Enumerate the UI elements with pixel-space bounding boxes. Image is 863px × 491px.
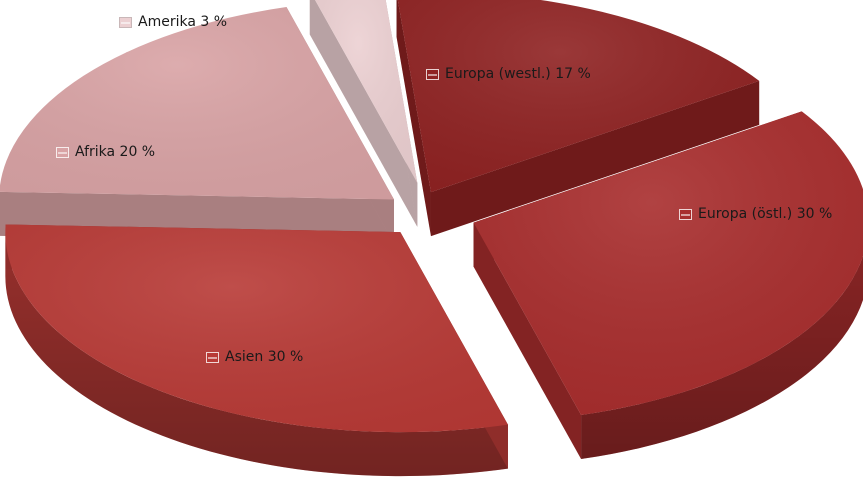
slice-label-europa-ostl: Europa (östl.) 30 % (679, 206, 832, 222)
legend-swatch-afrika (56, 146, 69, 158)
slice-label-europa-westl: Europa (westl.) 17 % (426, 66, 591, 82)
slice-top-gloss (315, 0, 418, 183)
slice-label-amerika: Amerika 3 % (119, 14, 227, 30)
slice-label-text: Amerika 3 % (138, 14, 228, 30)
legend-swatch-europa-westl (426, 68, 439, 80)
slice-side-shade (5, 232, 508, 477)
slice-cut-shade (396, 0, 431, 237)
slice-label-text: Europa (östl.) 30 % (698, 206, 833, 222)
legend-swatch-asien (206, 351, 219, 363)
pie-slice-amerika (309, 0, 418, 227)
slice-cut-shade (430, 80, 760, 237)
pie-slice-asien (5, 224, 508, 477)
slice-top-gloss (0, 7, 394, 200)
slice-label-text: Asien 30 % (225, 349, 304, 365)
slice-label-text: Europa (westl.) 17 % (445, 66, 591, 82)
slice-cut-shade (309, 0, 418, 227)
slice-cut-face (473, 222, 582, 460)
slice-side-shade (581, 255, 863, 460)
slice-top-gloss (5, 224, 508, 433)
legend-swatch-europa-ostl (679, 208, 692, 220)
pie-slice-europa-stl (473, 111, 863, 460)
pie-slice-europa-westl (396, 0, 760, 237)
legend-swatch-amerika (119, 16, 132, 28)
slice-label-asien: Asien 30 % (206, 349, 303, 365)
slice-cut-face (396, 0, 431, 237)
slice-cut-face (309, 0, 418, 227)
slice-cut-shade (473, 222, 582, 460)
slice-cut-face (430, 80, 760, 237)
slice-top-gloss (397, 0, 760, 193)
slice-label-text: Afrika 20 % (75, 144, 156, 160)
slice-label-afrika: Afrika 20 % (56, 144, 155, 160)
slice-top-gloss (473, 111, 863, 416)
